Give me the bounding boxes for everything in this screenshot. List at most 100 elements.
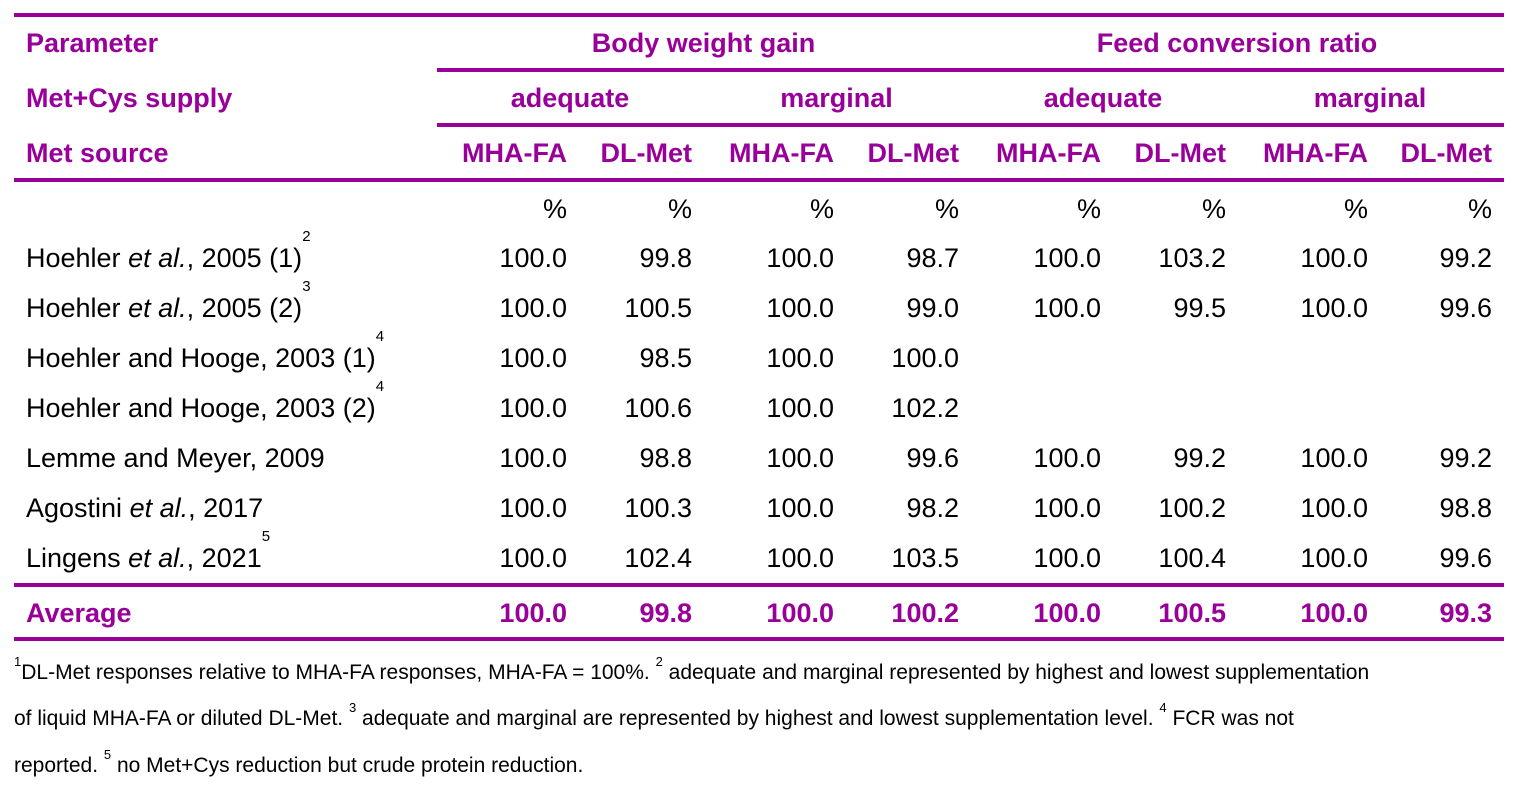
row-label-italic: et al. (129, 493, 189, 523)
table-cell: 103.5 (891, 543, 959, 573)
footnote-marker-2: 2 (655, 654, 663, 669)
footnote-marker-1: 1 (14, 654, 22, 669)
header-source-col7: MHA-FA (1263, 138, 1368, 168)
table-cell (959, 338, 1101, 378)
table-cell: 100.0 (766, 443, 834, 473)
row-label: Lingens et al., 20215 (26, 529, 270, 578)
row-label-text: , 2005 (1) (186, 243, 303, 273)
row-label: Hoehler and Hooge, 2003 (1)4 (26, 329, 384, 378)
table-cell: 99.2 (1439, 243, 1492, 273)
table-cell (1368, 338, 1492, 378)
header-source-col3: MHA-FA (729, 138, 834, 168)
table-cell: 98.8 (639, 443, 692, 473)
row-label-italic: et al. (128, 293, 187, 323)
header-source: Met source (26, 138, 169, 168)
average-col6: 100.5 (1158, 598, 1226, 628)
table-cell: 100.0 (1033, 243, 1101, 273)
average-top-rule (14, 583, 1504, 587)
table-cell (1101, 338, 1226, 378)
table-cell: 100.6 (624, 393, 692, 423)
table-cell: 100.0 (766, 243, 834, 273)
table-cell: 100.0 (766, 343, 834, 373)
average-col7: 100.0 (1300, 598, 1368, 628)
footnote-text-4-cont: reported. (14, 754, 104, 777)
row-label-text: Lingens (26, 543, 129, 573)
header-supply-fcr-adequate: adequate (1043, 83, 1163, 113)
row-label-text: Hoehler and Hooge, 2003 (2) (26, 393, 376, 423)
row-label-superscript: 5 (261, 528, 271, 545)
header-source-col4: DL-Met (867, 138, 959, 168)
group-underline-rule (437, 68, 1504, 72)
header-supply-bwg-adequate: adequate (510, 83, 630, 113)
table-top-rule (14, 13, 1504, 17)
table-cell: 102.2 (891, 393, 959, 423)
table-cell: 100.0 (1300, 443, 1368, 473)
table-cell: 100.0 (1300, 243, 1368, 273)
row-label-text: , 2017 (188, 493, 264, 523)
average-col5: 100.0 (1033, 598, 1101, 628)
table-cell: 99.6 (1439, 543, 1492, 573)
supply-underline-rule (437, 123, 1504, 127)
unit-col6: % (1201, 194, 1226, 224)
footnote-line-1: 1DL-Met responses relative to MHA-FA res… (14, 655, 1370, 685)
footnote-text-2-cont: of liquid MHA-FA or diluted DL-Met. (14, 707, 349, 730)
header-source-col1: MHA-FA (462, 138, 567, 168)
row-label-superscript: 2 (302, 228, 311, 245)
header-source-col6: DL-Met (1134, 138, 1226, 168)
table-cell: 100.0 (1033, 443, 1101, 473)
table-cell: 98.7 (906, 243, 959, 273)
table-cell (1368, 388, 1492, 428)
table-cell: 100.0 (1300, 293, 1368, 323)
footnote-text-3: adequate and marginal are represented by… (356, 707, 1160, 730)
unit-col1: % (542, 194, 567, 224)
table-cell (959, 388, 1101, 428)
table-cell: 100.2 (1158, 493, 1226, 523)
header-source-col5: MHA-FA (996, 138, 1101, 168)
row-label-text: Hoehler and Hooge, 2003 (1) (26, 343, 376, 373)
table-cell (1226, 338, 1368, 378)
table-cell: 99.8 (639, 243, 692, 273)
table-cell: 99.6 (906, 443, 959, 473)
table-cell: 99.2 (1439, 443, 1492, 473)
table-cell: 100.0 (499, 243, 567, 273)
average-col8: 99.3 (1439, 598, 1492, 628)
footnote-marker-3: 3 (348, 700, 357, 715)
table-cell: 100.0 (1033, 493, 1101, 523)
header-source-col2: DL-Met (600, 138, 692, 168)
footnote-line-2: of liquid MHA-FA or diluted DL-Met. 3 ad… (14, 701, 1294, 731)
table-cell: 99.6 (1439, 293, 1492, 323)
row-label: Lemme and Meyer, 2009 (26, 438, 325, 478)
unit-col2: % (667, 194, 692, 224)
table-cell: 99.2 (1173, 443, 1226, 473)
row-label-text: Hoehler (26, 293, 129, 323)
unit-col7: % (1343, 194, 1368, 224)
average-col3: 100.0 (766, 598, 834, 628)
table-cell: 100.0 (499, 343, 567, 373)
row-label-italic: et al. (128, 543, 187, 573)
table-cell: 98.8 (1439, 493, 1492, 523)
header-bottom-rule (14, 178, 1504, 182)
footnote-text-2: adequate and marginal represented by hig… (662, 661, 1370, 684)
table-cell: 100.0 (1300, 493, 1368, 523)
row-label-text: Agostini (26, 493, 130, 523)
average-label: Average (26, 598, 132, 628)
footnote-line-3: reported. 5 no Met+Cys reduction but cru… (14, 748, 583, 778)
table-cell: 100.0 (766, 543, 834, 573)
table-cell (1226, 388, 1368, 428)
row-label-superscript: 4 (375, 378, 385, 395)
unit-col8: % (1467, 194, 1492, 224)
unit-col4: % (934, 194, 959, 224)
header-supply-bwg-marginal: marginal (780, 83, 893, 113)
average-col2: 99.8 (639, 598, 692, 628)
table-cell: 102.4 (624, 543, 692, 573)
row-label: Hoehler and Hooge, 2003 (2)4 (26, 379, 384, 428)
table-cell: 99.0 (906, 293, 959, 323)
row-label-text: , 2005 (2) (186, 293, 303, 323)
unit-col3: % (809, 194, 834, 224)
table-cell: 99.5 (1173, 293, 1226, 323)
table-cell: 100.0 (499, 393, 567, 423)
footnote-text-1: DL-Met responses relative to MHA-FA resp… (21, 661, 656, 684)
table-cell: 100.0 (1033, 543, 1101, 573)
table-cell: 100.0 (766, 293, 834, 323)
row-label: Hoehler et al., 2005 (2)3 (26, 279, 311, 328)
